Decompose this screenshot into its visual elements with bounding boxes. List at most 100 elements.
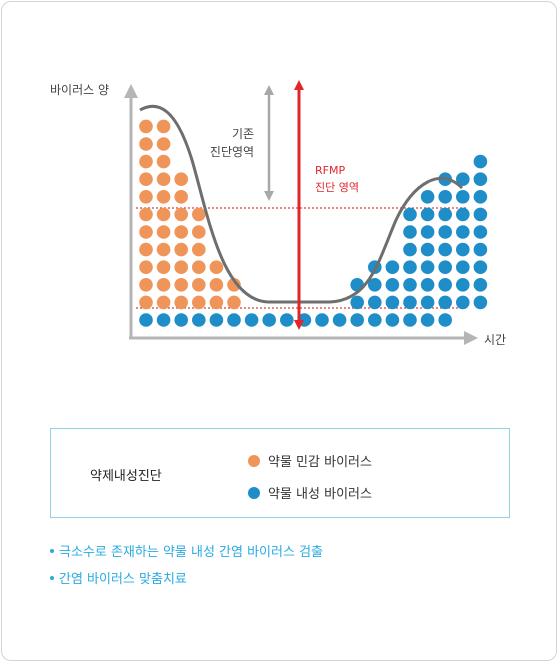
resistant-virus-dot — [473, 278, 488, 292]
resistant-virus-dot — [174, 313, 188, 327]
resistant-virus-dot — [403, 260, 417, 275]
resistant-virus-dot — [315, 313, 329, 327]
sensitive-virus-dot — [156, 119, 171, 134]
sensitive-virus-dot — [209, 260, 224, 275]
rfmp-range-label-1: RFMP — [315, 164, 345, 177]
sensitive-virus-dot — [174, 190, 188, 204]
resistant-virus-dot — [438, 260, 453, 275]
resistant-virus-dot — [280, 313, 294, 327]
legend-label-sensitive: 약물 민감 바이러스 — [268, 455, 372, 470]
resistant-virus-dot — [403, 295, 417, 310]
sensitive-virus-dot — [156, 278, 171, 292]
sensitive-virus-dot — [156, 190, 171, 204]
x-axis-arrowhead — [464, 331, 478, 345]
resistant-virus-dot — [420, 190, 435, 204]
sensitive-virus-dot — [139, 225, 153, 239]
sensitive-virus-dot — [192, 260, 206, 275]
resistant-virus-dot — [456, 225, 470, 239]
sensitive-virus-dot — [192, 278, 206, 292]
resistant-virus-dot — [456, 242, 470, 257]
resistant-virus-dot — [473, 295, 488, 310]
bullet-item: 극소수로 존재하는 약물 내성 간염 바이러스 검출 — [50, 541, 323, 560]
rfmp-range-label-2: 진단 영역 — [315, 181, 359, 194]
legend-item-sensitive: 약물 민감 바이러스 — [248, 451, 372, 470]
bullet-icon — [50, 575, 54, 580]
sensitive-virus-dot — [192, 225, 206, 239]
sensitive-virus-dot — [174, 225, 188, 239]
sensitive-virus-dot — [174, 242, 188, 257]
sensitive-virus-dot — [174, 172, 188, 186]
bullet-item: 간염 바이러스 맞춤치료 — [50, 568, 323, 587]
sensitive-virus-dot — [156, 225, 171, 239]
resistant-virus-dot — [438, 190, 453, 204]
sensitive-virus-dot — [139, 190, 153, 204]
sensitive-virus-dot — [139, 154, 153, 169]
sensitive-virus-dot — [156, 260, 171, 275]
resistant-virus-dot — [420, 207, 435, 222]
resistant-virus-dot — [385, 278, 400, 292]
resistant-virus-dot — [192, 313, 206, 327]
resistant-virus-dot — [244, 313, 259, 327]
resistant-virus-dot — [438, 313, 453, 327]
resistant-virus-dot — [456, 260, 470, 275]
resistant-virus-dot — [385, 313, 400, 327]
sensitive-virus-dot — [156, 295, 171, 310]
sensitive-virus-dot — [174, 278, 188, 292]
sensitive-virus-dots — [139, 119, 241, 310]
y-axis-arrowhead — [124, 84, 138, 98]
sensitive-virus-dot — [227, 278, 241, 292]
resistant-virus-dot — [139, 313, 153, 327]
sensitive-virus-dot — [156, 242, 171, 257]
sensitive-virus-dot — [174, 295, 188, 310]
legend-item-resistant: 약물 내성 바이러스 — [248, 483, 372, 502]
bullet-text: 극소수로 존재하는 약물 내성 간염 바이러스 검출 — [59, 545, 323, 560]
resistant-virus-dot — [156, 313, 171, 327]
resistant-virus-dot — [473, 260, 488, 275]
resistant-virus-dot — [262, 313, 277, 327]
existing-range-label-2: 진단영역 — [210, 145, 254, 159]
resistant-virus-dot — [368, 295, 382, 310]
resistant-virus-dot — [473, 190, 488, 204]
sensitive-virus-dot — [139, 119, 153, 134]
sensitive-virus-dot — [139, 137, 153, 151]
resistant-virus-dot — [456, 295, 470, 310]
resistant-virus-dot — [473, 225, 488, 239]
sensitive-virus-dot — [139, 172, 153, 186]
sensitive-virus-dot — [192, 295, 206, 310]
existing-range-label-1: 기존 — [232, 127, 254, 141]
resistant-virus-dot — [403, 278, 417, 292]
resistant-virus-dot — [438, 225, 453, 239]
resistant-virus-dot — [227, 313, 241, 327]
resistant-virus-dot — [403, 242, 417, 257]
blue-dot-icon — [248, 486, 260, 499]
sensitive-virus-dot — [156, 207, 171, 222]
sensitive-virus-dot — [156, 172, 171, 186]
sensitive-virus-dot — [227, 295, 241, 310]
resistant-virus-dot — [456, 207, 470, 222]
resistant-virus-dot — [385, 260, 400, 275]
sensitive-virus-dot — [139, 207, 153, 222]
resistant-virus-dot — [403, 313, 417, 327]
resistant-virus-dot — [456, 172, 470, 186]
resistant-virus-dot — [438, 207, 453, 222]
resistant-virus-dot — [473, 154, 488, 169]
bullet-text: 간염 바이러스 맞춤치료 — [59, 572, 187, 587]
diagram-canvas: 기존 진단영역 RFMP 진단 영역 — [124, 80, 488, 345]
sensitive-virus-dot — [174, 207, 188, 222]
resistant-virus-dot — [332, 313, 347, 327]
sensitive-virus-dot — [174, 260, 188, 275]
sensitive-virus-dot — [156, 137, 171, 151]
resistant-virus-dot — [350, 295, 365, 310]
resistant-virus-dot — [403, 207, 417, 222]
resistant-virus-dot — [420, 260, 435, 275]
resistant-virus-dot — [209, 313, 224, 327]
legend-label-resistant: 약물 내성 바이러스 — [268, 487, 372, 502]
resistant-virus-dot — [350, 313, 365, 327]
bullet-icon — [50, 548, 54, 553]
resistant-virus-dot — [473, 242, 488, 257]
legend-title: 약제내성진단 — [90, 469, 162, 484]
sensitive-virus-dot — [209, 278, 224, 292]
resistant-virus-dot — [438, 242, 453, 257]
resistant-virus-dot — [456, 190, 470, 204]
